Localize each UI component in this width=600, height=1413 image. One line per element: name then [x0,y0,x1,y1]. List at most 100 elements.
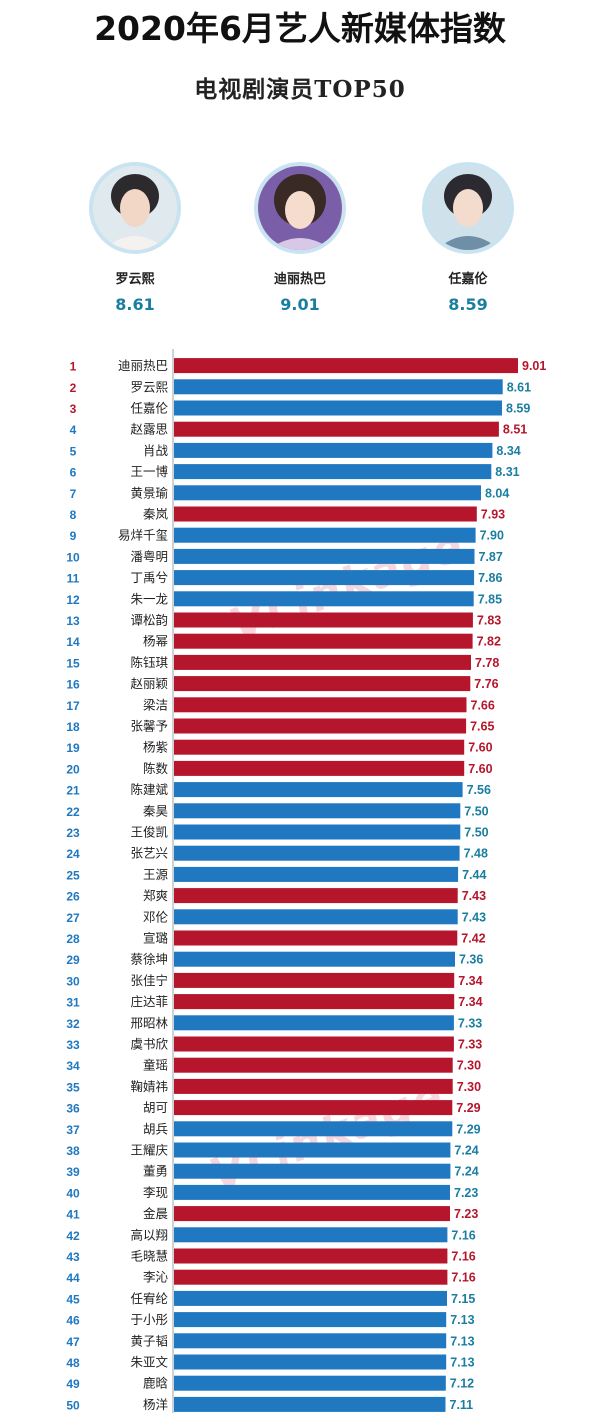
rank-label: 16 [66,678,80,692]
value-label: 7.65 [470,720,494,734]
category-label: 罗云熙 [130,379,168,394]
rank-label: 34 [66,1059,80,1073]
category-label: 张佳宁 [130,973,168,988]
category-label: 黄子韬 [130,1333,168,1348]
category-label: 童瑶 [143,1058,168,1073]
avatar [254,162,346,254]
rank-label: 36 [66,1102,80,1116]
category-label: 赵露思 [130,422,168,437]
category-label: 任宥纶 [130,1291,168,1306]
bar [174,1163,451,1179]
rank-label: 23 [66,826,80,840]
value-label: 7.56 [467,783,491,797]
value-label: 7.13 [450,1334,474,1348]
top-value: 9.01 [280,295,320,314]
value-label: 7.34 [458,974,482,988]
value-label: 7.44 [462,868,486,882]
bar [174,358,518,374]
value-label: 7.66 [471,698,495,712]
category-label: 李现 [143,1185,168,1200]
category-label: 丁禹兮 [130,570,168,585]
bar [174,506,477,522]
category-label: 赵丽颖 [130,676,168,691]
category-label: 王源 [143,867,169,882]
category-label: 鞠婧祎 [130,1079,168,1094]
rank-label: 19 [66,741,80,755]
category-label: 张艺兴 [130,846,168,861]
value-label: 7.60 [468,741,492,755]
bar [174,1078,453,1094]
bar [174,633,473,649]
rank-label: 35 [66,1080,80,1094]
value-label: 7.60 [468,762,492,776]
rank-label: 9 [70,529,77,543]
bar [174,739,465,755]
rank-label: 17 [66,699,80,713]
avatar [89,162,181,254]
bar [174,972,455,988]
category-label: 虞书欣 [130,1037,168,1052]
value-label: 7.33 [458,1038,482,1052]
rank-label: 6 [70,466,77,480]
value-label: 7.13 [450,1356,474,1370]
category-label: 庄达菲 [130,994,168,1009]
value-label: 7.23 [454,1207,478,1221]
rank-label: 24 [66,847,80,861]
rank-label: 28 [66,932,80,946]
top-name: 迪丽热巴 [273,272,326,287]
top-card-3: 任嘉伦 8.59 [408,162,528,314]
rank-label: 32 [66,1017,80,1031]
bar [174,1248,448,1264]
value-label: 7.82 [477,635,501,649]
rank-label: 38 [66,1144,80,1158]
bar [174,1227,448,1243]
category-label: 毛晓慧 [130,1249,168,1264]
value-label: 8.04 [485,486,509,500]
value-label: 7.76 [474,677,498,691]
value-label: 7.43 [462,910,486,924]
category-label: 王耀庆 [130,1143,168,1158]
rank-label: 49 [66,1377,80,1391]
category-label: 梁洁 [143,697,168,712]
category-label: 胡可 [143,1100,168,1115]
value-label: 7.33 [458,1016,482,1030]
value-label: 7.78 [475,656,499,670]
bar [174,400,502,416]
rank-label: 13 [66,614,80,628]
bar [174,697,467,713]
rank-label: 2 [70,381,77,395]
category-label: 黄景瑜 [130,485,168,500]
rank-label: 11 [67,572,80,586]
value-label: 7.85 [478,592,502,606]
rank-label: 26 [66,890,80,904]
page-title: 2020年6月艺人新媒体指数 [94,9,506,48]
value-label: 8.34 [496,444,520,458]
value-label: 7.16 [451,1228,475,1242]
value-label: 7.83 [477,614,501,628]
rank-label: 4 [70,423,77,437]
category-label: 秦岚 [143,507,169,522]
category-label: 潘粤明 [130,549,168,564]
category-label: 陈建斌 [130,782,168,797]
bar [174,782,463,798]
category-label: 郑爽 [143,888,168,903]
top-card-1: 迪丽热巴 9.01 [240,162,360,314]
bar [174,1057,453,1073]
category-label: 鹿晗 [143,1376,169,1391]
value-label: 7.90 [480,529,504,543]
rank-label: 31 [66,996,80,1010]
rank-label: 42 [66,1229,80,1243]
category-label: 蔡徐坤 [130,952,168,967]
category-label: 李沁 [143,1270,169,1285]
category-label: 杨洋 [143,1397,168,1412]
category-label: 王俊凯 [130,825,168,840]
value-label: 7.16 [451,1250,475,1264]
rank-label: 44 [66,1271,80,1285]
rank-label: 33 [66,1038,80,1052]
avatar-portrait-icon [93,166,177,250]
bar [174,1269,448,1285]
value-label: 7.42 [461,932,485,946]
bar [174,1354,447,1370]
rank-label: 5 [70,444,77,458]
